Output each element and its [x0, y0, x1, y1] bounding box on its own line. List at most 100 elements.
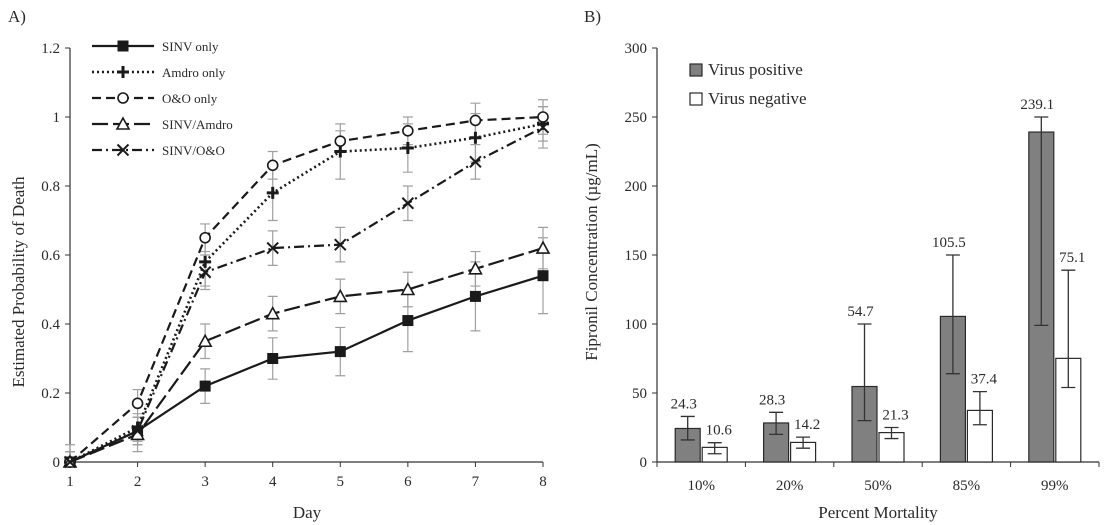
panel-a-x-tick-label: 5 — [337, 474, 345, 490]
data-label: 10.6 — [706, 423, 733, 439]
error-bar — [884, 426, 899, 440]
legend-marker-0 — [117, 40, 129, 52]
data-point-series-2 — [537, 111, 549, 123]
data-point-series-4 — [401, 197, 415, 210]
legend-marker-2 — [117, 92, 129, 104]
panel-b-x-tick-label: 85% — [953, 478, 981, 494]
legend-label: Virus negative — [708, 89, 807, 108]
error-bar — [769, 411, 784, 436]
data-point-series-4 — [536, 121, 550, 134]
error-bar — [1034, 116, 1049, 327]
panel-b-x-tick-label: 50% — [864, 478, 892, 494]
data-point-series-2 — [199, 231, 211, 244]
panel-b-y-tick-label: 0 — [640, 455, 648, 471]
error-bar — [972, 390, 987, 426]
panel-a-y-tick-label: 1.2 — [41, 41, 60, 57]
panel-a-x-tick-label: 1 — [66, 474, 74, 490]
legend-swatch-0 — [689, 63, 703, 77]
panel-b-plot-area: 0 50 100 150 200 250 300 10% 20% 50% 85% 99% 24.3 28.… — [625, 41, 1100, 494]
data-point-series-4 — [334, 238, 347, 251]
data-point-series-2 — [131, 397, 144, 410]
legend-marker-1 — [117, 66, 129, 78]
data-point-series-3 — [535, 240, 551, 254]
error-bar — [680, 415, 695, 441]
panel-b-x-tick-label: 20% — [776, 478, 804, 494]
panel-a: A) Estimated Probability of Death Day 0 0… — [8, 7, 551, 522]
panel-a-legend: SINV only Amdro only O&O only SINV/Amdro SIN… — [92, 39, 233, 158]
panel-b-y-tick-label: 100 — [625, 317, 648, 333]
panel-b-x-tick-label: 10% — [687, 478, 715, 494]
series-line-4 — [69, 126, 544, 463]
data-point-series-3 — [265, 305, 281, 320]
data-point-series-1 — [401, 142, 414, 155]
panel-a-y-tick-label: 1 — [53, 110, 61, 126]
legend-marker-3 — [115, 116, 131, 130]
data-point-series-1 — [199, 255, 212, 268]
panel-a-y-axis-label: Estimated Probability of Death — [9, 176, 28, 388]
panel-a-y-tick-label: 0.2 — [41, 386, 60, 402]
panel-b-x-axis-label: Percent Mortality — [818, 503, 938, 522]
series-line-3 — [69, 247, 544, 464]
panel-b-legend: Virus positive Virus negative — [689, 60, 807, 108]
data-point-series-2 — [266, 159, 279, 172]
error-bar — [707, 442, 722, 455]
panel-a-x-tick-label: 8 — [539, 474, 547, 490]
data-point-series-1 — [469, 131, 482, 144]
legend-label: O&O only — [162, 91, 218, 106]
series-line-2 — [69, 115, 544, 463]
data-point-series-3 — [400, 281, 416, 296]
legend-label: Virus positive — [708, 60, 803, 79]
panel-b-y-axis-label: Fipronil Concentration (µg/mL) — [582, 143, 601, 361]
data-point-series-0 — [402, 315, 414, 327]
panel-a-x-tick-label: 6 — [404, 474, 412, 490]
data-point-series-1 — [266, 186, 279, 199]
panel-b-y-tick-label: 200 — [625, 179, 648, 195]
data-point-series-4 — [198, 266, 212, 279]
legend-label: SINV/Amdro — [162, 117, 233, 132]
data-point-series-4 — [131, 424, 144, 438]
error-bar — [945, 254, 960, 375]
series-line-1 — [69, 122, 544, 464]
data-label: 105.5 — [932, 235, 966, 251]
panel-a-x-axis-label: Day — [293, 503, 322, 522]
data-point-series-0 — [199, 380, 211, 392]
data-point-series-0 — [267, 353, 279, 364]
data-label: 28.3 — [759, 392, 785, 408]
data-label: 239.1 — [1020, 97, 1054, 113]
data-point-series-4 — [266, 241, 279, 255]
panel-a-plot-area: 0 0.2 0.4 0.6 0.8 1 1.2 1 2 3 4 5 6 7 8 SINV only Amdro … — [41, 39, 551, 490]
panel-b-y-tick-label: 150 — [625, 248, 648, 264]
panel-b-x-tick-label: 99% — [1041, 478, 1069, 494]
panel-a-y-tick-label: 0.4 — [41, 317, 60, 333]
panel-b-y-tick-label: 50 — [632, 386, 647, 402]
legend-marker-4 — [116, 143, 130, 157]
data-point-series-0 — [537, 270, 549, 282]
data-label: 24.3 — [671, 396, 697, 412]
legend-swatch-1 — [689, 92, 703, 106]
panel-a-y-tick-label: 0 — [53, 455, 61, 471]
panel-a-y-tick-label: 0.8 — [41, 179, 60, 195]
data-point-series-3 — [197, 333, 213, 348]
series-line-0 — [69, 274, 544, 463]
data-point-series-2 — [402, 125, 414, 137]
data-point-series-3 — [468, 261, 483, 275]
data-label: 21.3 — [882, 408, 908, 424]
panel-b-y-tick-label: 250 — [625, 110, 648, 126]
error-bar — [796, 436, 811, 449]
data-point-series-2 — [469, 114, 482, 127]
legend-label: SINV/O&O — [162, 143, 225, 158]
data-point-series-2 — [334, 135, 347, 147]
legend-label: Amdro only — [162, 65, 226, 80]
data-point-series-4 — [63, 455, 77, 469]
data-point-series-1 — [334, 145, 347, 158]
data-label: 37.4 — [971, 372, 998, 388]
panel-b-label: B) — [584, 7, 601, 26]
panel-a-x-tick-label: 7 — [472, 474, 480, 490]
error-bar — [1061, 269, 1076, 389]
panel-b-y-tick-label: 300 — [625, 41, 648, 57]
panel-a-x-tick-label: 4 — [269, 474, 277, 490]
error-bar — [857, 323, 872, 422]
panel-a-label: A) — [8, 7, 26, 26]
panel-a-x-tick-label: 3 — [201, 474, 209, 490]
data-point-series-0 — [469, 290, 481, 302]
